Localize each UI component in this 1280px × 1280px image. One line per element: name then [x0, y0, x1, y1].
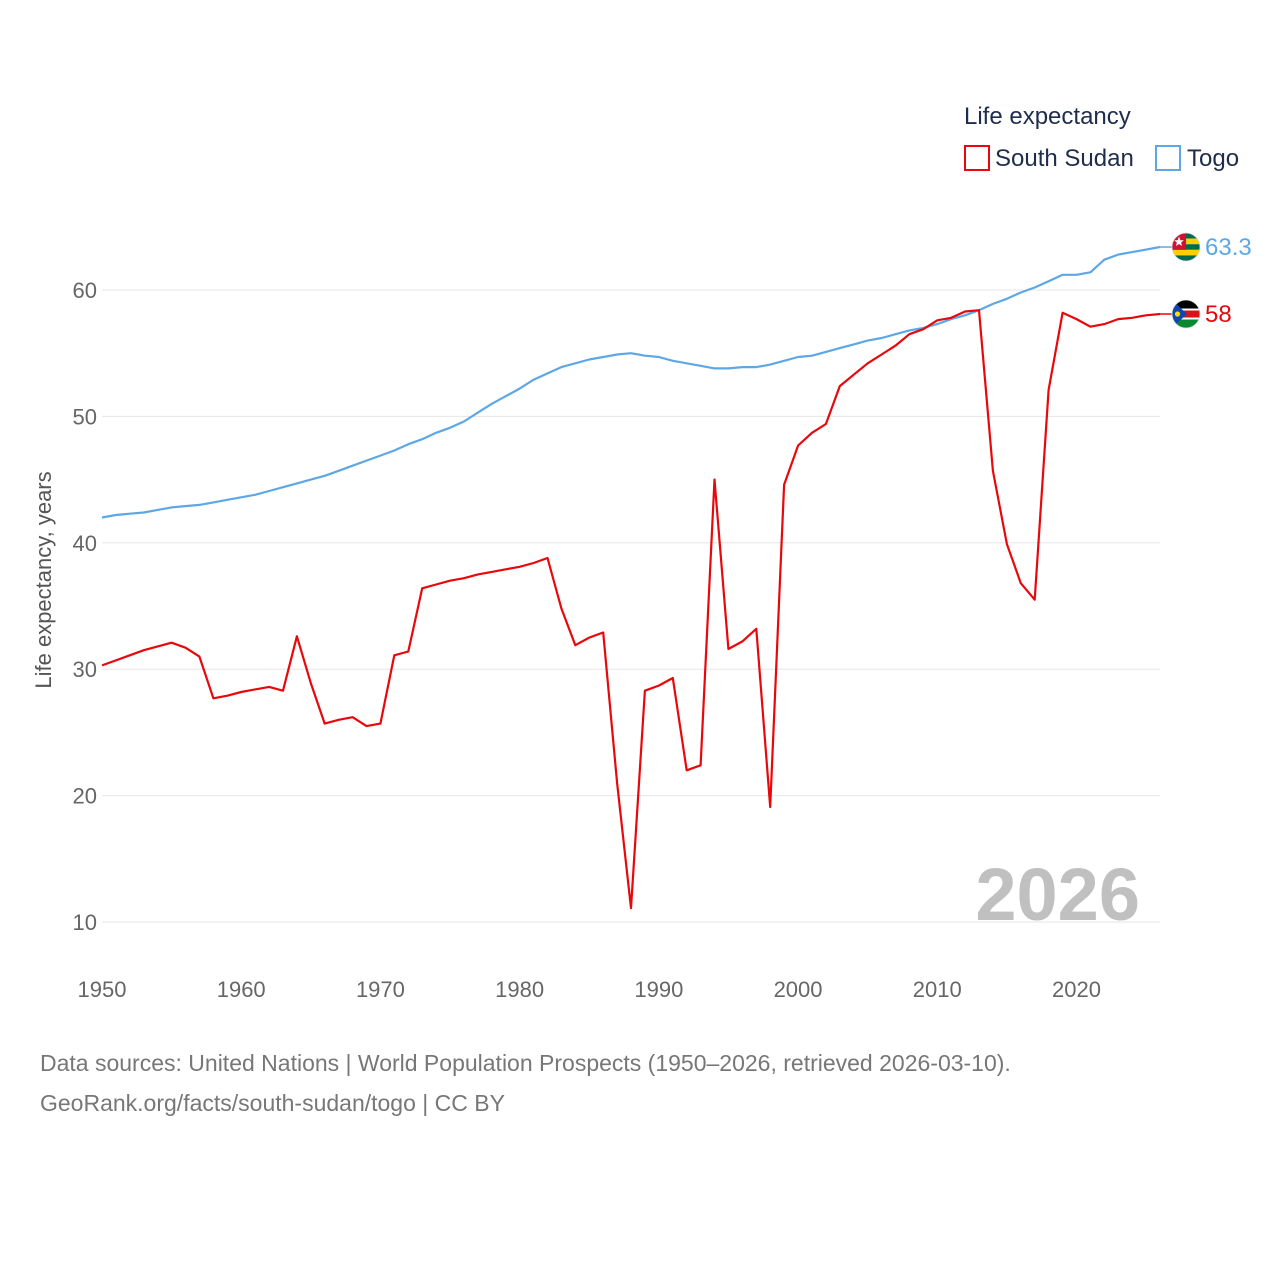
y-tick-label: 60	[73, 278, 97, 303]
series-lines	[101, 245, 1161, 910]
grid-lines	[102, 289, 1160, 923]
legend-item-south-sudan[interactable]: South Sudan	[964, 145, 1134, 172]
x-tick-label: 2010	[913, 977, 962, 1002]
south-sudan-flag-icon	[1171, 299, 1201, 329]
x-tick-label: 2020	[1052, 977, 1101, 1002]
legend-title: Life expectancy	[964, 103, 1131, 130]
x-tick-label: 1960	[217, 977, 266, 1002]
togo-flag-icon	[1171, 232, 1201, 262]
y-tick-label: 20	[73, 784, 97, 809]
legend-label-togo: Togo	[1187, 145, 1239, 172]
x-tick-label: 1970	[356, 977, 405, 1002]
y-tick-label: 50	[73, 404, 97, 429]
series-line-south-sudan[interactable]	[101, 309, 1161, 910]
legend: Life expectancy South Sudan Togo	[964, 103, 1239, 172]
end-value-south-sudan: 58	[1205, 301, 1232, 328]
legend-item-togo[interactable]: Togo	[1155, 145, 1239, 172]
x-axis-ticks: 1950 1960 1970 1980 1990 2000 2010 2020	[78, 977, 1101, 1002]
y-tick-label: 10	[73, 910, 97, 935]
line-chart: 10 20 30 40 50 60 1950 1960 1970 1980 1990 2000 201…	[31, 103, 1252, 1002]
x-tick-label: 1950	[78, 977, 127, 1002]
current-year-label: 2026	[975, 853, 1140, 936]
legend-label-south-sudan: South Sudan	[995, 145, 1134, 172]
x-tick-label: 1990	[634, 977, 683, 1002]
series-line-togo[interactable]	[101, 245, 1161, 519]
source-line: Data sources: United Nations | World Pop…	[40, 1050, 1011, 1076]
x-tick-label: 2000	[774, 977, 823, 1002]
y-tick-label: 40	[73, 531, 97, 556]
end-value-togo: 63.3	[1205, 234, 1252, 261]
legend-swatch-togo	[1155, 145, 1181, 171]
y-tick-label: 30	[73, 657, 97, 682]
y-axis-ticks: 10 20 30 40 50 60	[73, 278, 97, 935]
y-axis-title: Life expectancy, years	[31, 471, 56, 688]
end-markers: 63.3 58	[1160, 232, 1252, 329]
source-note: Data sources: United Nations | World Pop…	[40, 1043, 1011, 1123]
x-tick-label: 1980	[495, 977, 544, 1002]
legend-swatch-south-sudan	[964, 145, 990, 171]
attribution-link[interactable]: GeoRank.org/facts/south-sudan/togo | CC …	[40, 1090, 505, 1116]
